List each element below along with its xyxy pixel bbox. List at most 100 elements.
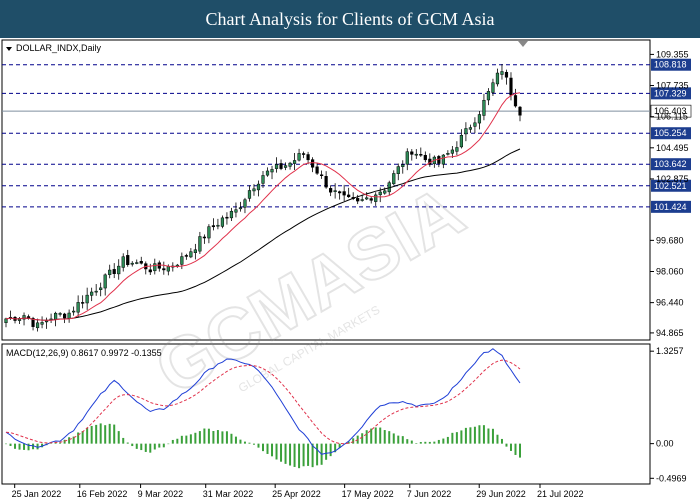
candle-body [518,106,522,116]
macd-hist-bar [401,436,404,444]
price-axis-label: 99.680 [656,235,684,245]
date-axis-label: 31 Mar 2022 [203,489,254,499]
macd-hist-bar [153,443,156,450]
macd-hist-bar [496,434,499,444]
macd-hist-bar [311,443,314,468]
macd-hist-bar [473,426,476,444]
price-axis-label: 104.495 [656,143,689,153]
macd-hist-bar [23,443,26,450]
candle-body [130,262,134,265]
macd-hist-bar [406,439,409,444]
date-axis-label: 25 Jan 2022 [12,489,62,499]
macd-hist-bar [248,442,251,444]
candle-body [121,256,125,268]
date-axis: 25 Jan 2022 16 Feb 2022 9 Mar 2022 31 Mar 2… [12,484,584,499]
candle-body [279,163,283,169]
macd-hist-bar [293,443,296,467]
ma-short-line [5,92,521,321]
candle-body [94,290,98,293]
dropdown-triangle-icon[interactable] [6,47,12,51]
macd-hist-bar [487,428,490,444]
candle-body [365,197,369,200]
macd-hist-bar [514,443,517,455]
symbol-label: DOLLAR_INDX,Daily [16,43,102,53]
candle-body [310,159,315,168]
macd-hist-bar [361,433,364,444]
date-axis-label: 16 Feb 2022 [77,489,128,499]
macd-axis-label: -0.4969 [656,473,687,483]
macd-hist-bar [59,442,62,444]
macd-hist-bar [113,424,116,444]
macd-histogram [5,423,521,469]
price-axis-label: 106.115 [656,112,688,122]
candle-body [85,294,89,304]
candle-body [153,263,157,272]
macd-hist-bar [86,427,89,444]
macd-panel [1,343,651,485]
level-tag [651,87,691,100]
level-tag [651,179,691,192]
candle-body [261,175,265,184]
candle-body [464,128,468,135]
macd-hist-bar [491,428,494,444]
macd-hist-bar [519,443,521,458]
macd-hist-bar [388,431,391,444]
candle-body [396,166,400,174]
macd-hist-bar [239,439,242,444]
candle-body [162,268,166,271]
candle-body [211,225,216,228]
macd-hist-bar [144,443,147,452]
candle-body [486,91,491,101]
macd-hist-bar [352,438,355,444]
candle-body [108,269,112,275]
macd-hist-bar [14,443,17,449]
candle-body [410,151,414,155]
macd-hist-bar [104,425,107,444]
macd-hist-bar [203,428,206,444]
price-axis-label: 94.865 [656,328,684,338]
candle-body [292,160,297,164]
macd-hist-bar [289,443,292,466]
macd-hist-bar [266,443,269,454]
level-tag [651,158,691,171]
candle-body [40,322,44,325]
macd-hist-bar [167,443,170,445]
macd-hist-bar [54,442,57,444]
macd-hist-bar [41,443,44,448]
candle-body [495,72,500,85]
candle-body [4,318,8,323]
candle-body [482,99,486,116]
macd-hist-bar [117,431,120,444]
level-tag-label: 107.329 [654,88,687,98]
macd-hist-bar [442,438,445,444]
macd-axis-label: 1.3257 [656,346,684,356]
current-price-tag [650,104,692,118]
macd-hist-bar [415,443,418,444]
macd-hist-bar [284,443,287,464]
candle-body [450,149,454,154]
macd-hist-bar [185,435,188,444]
candle-body [320,174,324,177]
level-tag [651,58,691,71]
candle-body [477,114,482,124]
candle-body [504,71,509,78]
candle-body [58,313,62,315]
candle-body [135,262,139,264]
candle-body [369,198,373,201]
macd-hist-bar [68,437,71,444]
macd-hist-bar [189,434,192,444]
candle-body [220,217,225,227]
macd-hist-bar [482,425,485,444]
macd-hist-bar [63,439,66,444]
candle-body [67,312,71,319]
macd-hist-bar [99,423,102,444]
price-axis-label: 107.735 [656,81,689,91]
moving-averages [5,92,521,321]
macd-hist-bar [316,443,319,466]
macd-hist-bar [243,441,246,444]
macd-hist-bar [50,443,53,444]
macd-hist-bar [77,432,80,444]
macd-hist-bar [194,432,197,444]
level-tag [651,200,691,213]
candle-body [112,269,116,274]
